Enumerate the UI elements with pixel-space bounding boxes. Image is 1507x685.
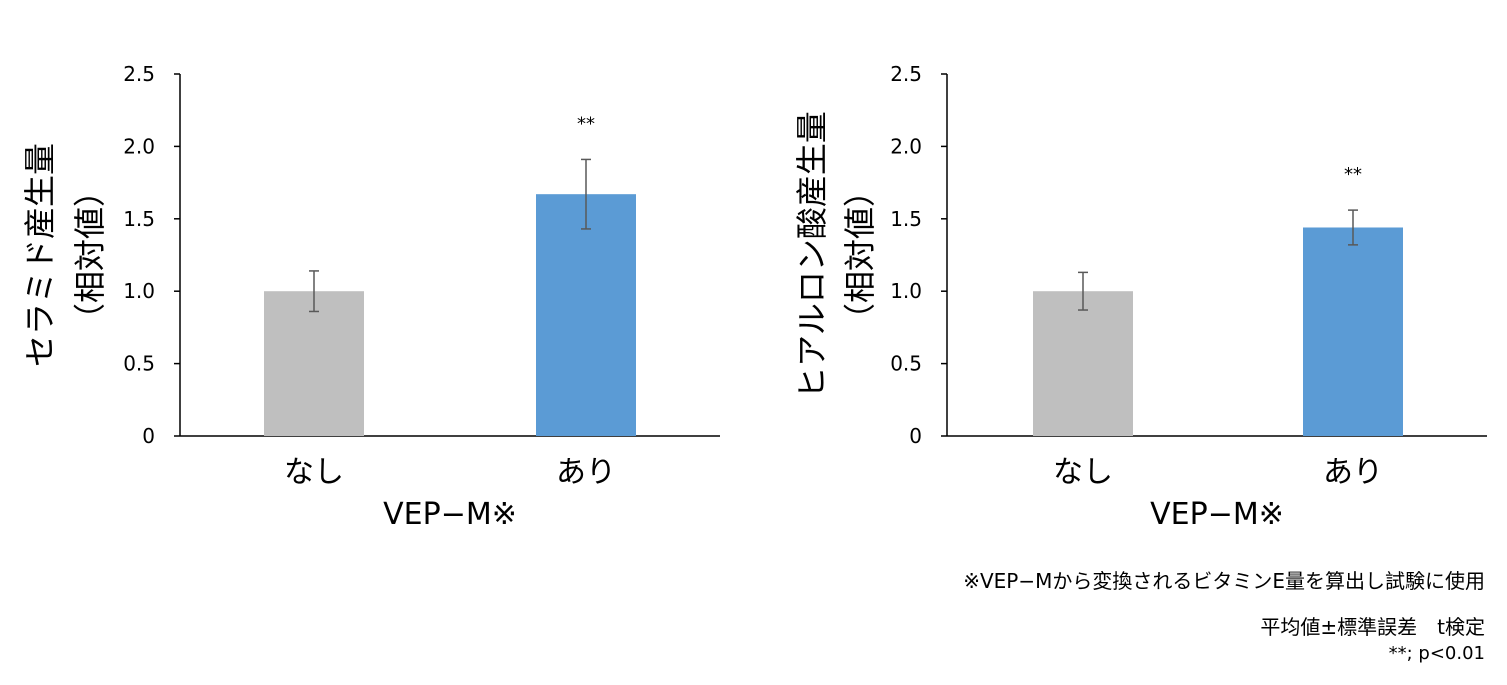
chart2-bar-1 bbox=[1033, 291, 1133, 436]
chart2-significance-label: ** bbox=[1344, 164, 1362, 185]
footnote-significance: **; p<0.01 bbox=[1388, 643, 1485, 664]
chart2-category-label-2: あり bbox=[1323, 455, 1383, 490]
chart2-y-tick-label: 0.5 bbox=[890, 352, 922, 376]
chart1-y-axis-title-line-1: セラミド産生量 bbox=[21, 143, 59, 367]
chart2-x-axis-title: VEP−M※ bbox=[1150, 497, 1284, 532]
chart2-y-tick-label: 1.0 bbox=[890, 279, 922, 303]
chart1-y-tick-label: 0 bbox=[142, 424, 155, 448]
footnote-stats-method: 平均値±標準誤差 t検定 bbox=[1260, 615, 1485, 639]
chart2-y-tick-label: 2.5 bbox=[890, 62, 922, 86]
chart1-category-label-2: あり bbox=[556, 455, 616, 490]
chart2-y-tick-label: 0 bbox=[909, 424, 922, 448]
chart2-y-tick-label: 1.5 bbox=[890, 207, 922, 231]
chart2-y-tick-label: 2.0 bbox=[890, 134, 922, 158]
chart2-y-axis-title-line-1: ヒアルロン酸産生量 bbox=[793, 111, 831, 399]
chart1-x-axis-title: VEP−M※ bbox=[383, 497, 517, 532]
chart1-y-tick-label: 1.0 bbox=[123, 279, 155, 303]
chart1-significance-label: ** bbox=[577, 113, 595, 134]
chart2-bar-2 bbox=[1303, 227, 1403, 436]
chart2-category-label-1: なし bbox=[1053, 455, 1113, 490]
chart1-y-tick-label: 0.5 bbox=[123, 352, 155, 376]
chart1-y-axis-title-line-2: （相対値） bbox=[71, 175, 109, 335]
chart1-category-label-1: なし bbox=[284, 455, 344, 490]
chart1-bar-1 bbox=[264, 291, 364, 436]
chart1-y-tick-label: 2.0 bbox=[123, 134, 155, 158]
chart1-bar-2 bbox=[536, 194, 636, 436]
footnote-vitamin-e: ※VEP−Mから変換されるビタミンE量を算出し試験に使用 bbox=[963, 569, 1485, 593]
chart1-y-tick-label: 1.5 bbox=[123, 207, 155, 231]
footnote-block: ※VEP−Mから変換されるビタミンE量を算出し試験に使用 平均値±標準誤差 t検… bbox=[963, 566, 1485, 666]
chart2-y-axis-title-line-2: （相対値） bbox=[841, 175, 879, 335]
chart1-y-tick-label: 2.5 bbox=[123, 62, 155, 86]
